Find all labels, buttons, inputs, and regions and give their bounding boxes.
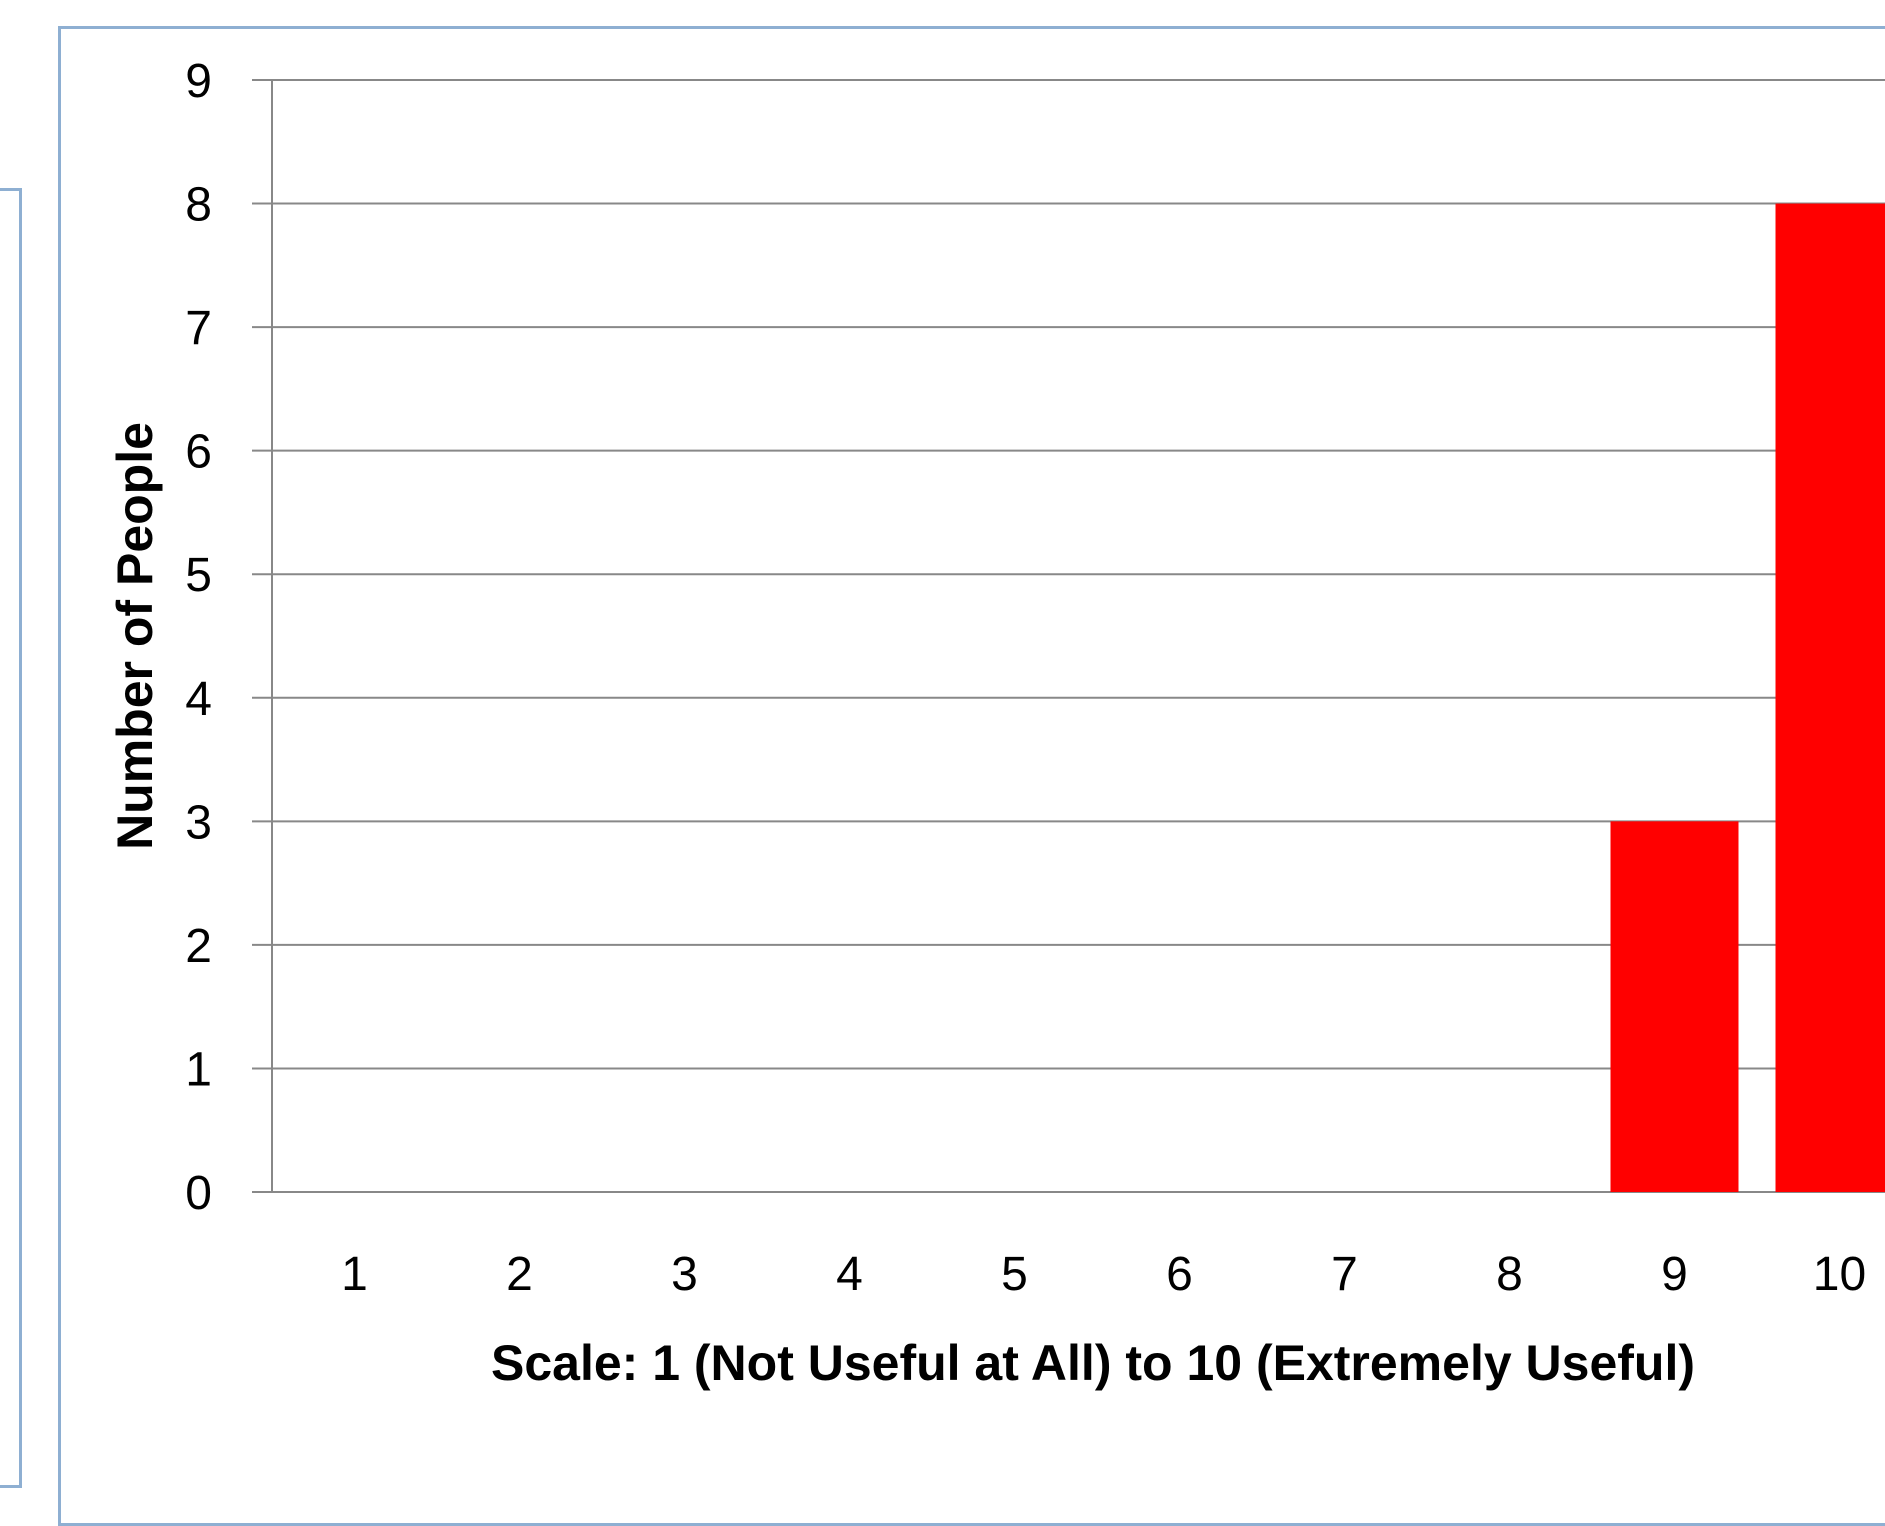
x-tick-label: 9 bbox=[1661, 1248, 1688, 1301]
x-tick-label: 7 bbox=[1331, 1248, 1358, 1301]
y-tick-label: 5 bbox=[185, 549, 212, 602]
y-tick-label: 2 bbox=[185, 920, 212, 973]
x-axis-title: Scale: 1 (Not Useful at All) to 10 (Extr… bbox=[491, 1335, 1695, 1391]
bar-chart: 0 1 2 3 4 5 6 7 8 9 1 2 3 4 5 6 7 8 9 10 Scale: 1 (Not Use… bbox=[0, 0, 1885, 1416]
y-tick-label: 6 bbox=[185, 426, 212, 479]
y-axis-title: Number of People bbox=[107, 422, 163, 850]
y-tick-label: 7 bbox=[185, 302, 212, 355]
bar-10 bbox=[1776, 204, 1885, 1192]
y-tick-label: 0 bbox=[185, 1167, 212, 1220]
x-tick-label: 1 bbox=[341, 1248, 368, 1301]
y-tick-labels: 0 1 2 3 4 5 6 7 8 9 bbox=[185, 55, 212, 1220]
y-tick-label: 4 bbox=[185, 673, 212, 726]
x-tick-label: 4 bbox=[836, 1248, 863, 1301]
x-tick-label: 10 bbox=[1813, 1248, 1866, 1301]
x-tick-label: 6 bbox=[1166, 1248, 1193, 1301]
x-tick-label: 2 bbox=[506, 1248, 533, 1301]
y-tick-label: 1 bbox=[185, 1043, 212, 1096]
x-tick-label: 8 bbox=[1496, 1248, 1523, 1301]
y-tick-label: 9 bbox=[185, 55, 212, 108]
x-tick-label: 5 bbox=[1001, 1248, 1028, 1301]
x-tick-labels: 1 2 3 4 5 6 7 8 9 10 bbox=[341, 1248, 1866, 1301]
y-tick-label: 8 bbox=[185, 179, 212, 232]
bar-9 bbox=[1611, 821, 1739, 1192]
x-tick-label: 3 bbox=[671, 1248, 698, 1301]
y-tick-label: 3 bbox=[185, 796, 212, 849]
